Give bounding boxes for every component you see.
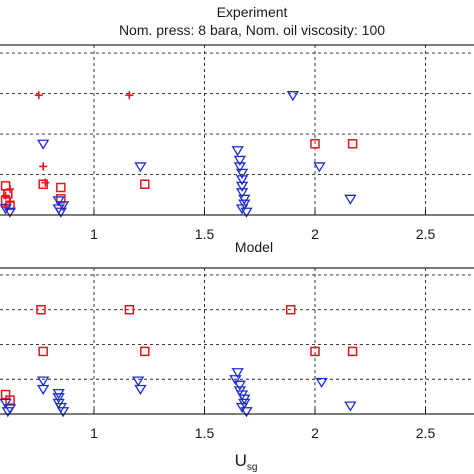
data-point-square [38, 346, 48, 357]
data-point-triangle-down [52, 388, 65, 400]
data-point-triangle-down [231, 368, 244, 379]
data-point-triangle-down [235, 204, 249, 215]
x-tick-label: 1 [90, 425, 98, 441]
top-plot: 1 1.5 2 2.5 Model [0, 44, 474, 255]
x-tick-label: 2 [311, 425, 319, 441]
data-point-triangle-down [238, 194, 251, 205]
data-point-triangle-down [233, 155, 247, 166]
x-tick-label: 1.5 [195, 226, 215, 242]
data-point-square [140, 179, 150, 189]
data-point-plus [125, 91, 134, 100]
data-point-triangle-down [134, 384, 147, 395]
top-plot-x-label: Model [235, 239, 273, 255]
data-point-triangle-down [235, 175, 249, 186]
x-label-subscript: sg [247, 462, 258, 473]
data-point-square [3, 189, 13, 199]
data-point-square [36, 304, 46, 315]
data-point-square [38, 179, 48, 189]
data-point-triangle-down [132, 376, 145, 387]
top-plot-frame [0, 44, 474, 216]
data-point-triangle-down [56, 407, 70, 418]
x-tick-label: 2 [311, 226, 319, 242]
x-label-main: U [235, 451, 247, 470]
data-point-triangle-down [52, 196, 65, 207]
data-point-square [285, 304, 296, 315]
data-point-triangle-down [37, 384, 50, 395]
data-point-triangle-down [0, 204, 12, 215]
data-point-triangle-down [313, 162, 326, 173]
bottom-plot-grid [0, 268, 474, 414]
data-point-triangle-down [286, 91, 300, 102]
data-point-square [56, 194, 66, 204]
data-point-triangle-down [52, 393, 65, 404]
data-point-triangle-down [0, 398, 12, 409]
data-point-triangle-down [37, 376, 50, 387]
data-point-triangle-down [238, 199, 251, 210]
bottom-plot-frame [0, 267, 474, 415]
bottom-plot: 1 1.5 2 2.5 Usg [0, 267, 474, 473]
data-point-triangle-down [344, 401, 357, 412]
data-point-triangle-down [233, 162, 247, 173]
data-point-triangle-down [235, 181, 249, 192]
figure-subtitle: Nom. press: 8 bara, Nom. oil viscosity: … [119, 22, 385, 38]
x-tick-label: 2.5 [416, 226, 436, 242]
x-tick-label: 1 [90, 226, 98, 242]
top-plot-grid [0, 45, 474, 215]
data-point-square [310, 346, 320, 357]
bottom-plot-markers [0, 304, 358, 418]
bottom-plot-x-label: Usg [235, 451, 258, 473]
data-point-triangle-down [235, 188, 249, 199]
data-point-square [124, 304, 135, 315]
data-point-triangle-down [235, 168, 249, 179]
data-point-square [5, 395, 15, 405]
top-plot-markers [0, 91, 358, 218]
data-point-triangle-down [233, 380, 247, 391]
data-point-square [347, 139, 358, 149]
x-tick-label: 1.5 [195, 425, 215, 441]
data-point-triangle-down [231, 146, 244, 157]
bottom-plot-x-ticks: 1 1.5 2 2.5 [90, 409, 435, 441]
data-point-triangle-down [240, 207, 253, 218]
figure-title: Experiment [217, 4, 288, 20]
x-tick-label: 2.5 [416, 425, 436, 441]
data-point-triangle-down [56, 201, 70, 212]
data-point-square [310, 139, 320, 149]
data-point-square [56, 182, 66, 193]
top-plot-x-ticks: 1 1.5 2 2.5 [90, 210, 435, 242]
data-point-triangle-down [3, 207, 17, 218]
data-point-square [140, 346, 150, 357]
data-point-triangle-down [1, 407, 14, 418]
data-point-triangle-down [315, 377, 328, 389]
data-point-plus [39, 162, 48, 171]
data-point-triangle-down [344, 194, 357, 205]
data-point-square [347, 346, 358, 357]
data-point-triangle-down [134, 162, 147, 173]
data-point-triangle-down [229, 375, 242, 386]
data-point-triangle-down [54, 207, 68, 218]
data-point-plus [34, 91, 43, 100]
data-point-triangle-down [37, 139, 50, 150]
data-point-triangle-down [240, 407, 253, 418]
